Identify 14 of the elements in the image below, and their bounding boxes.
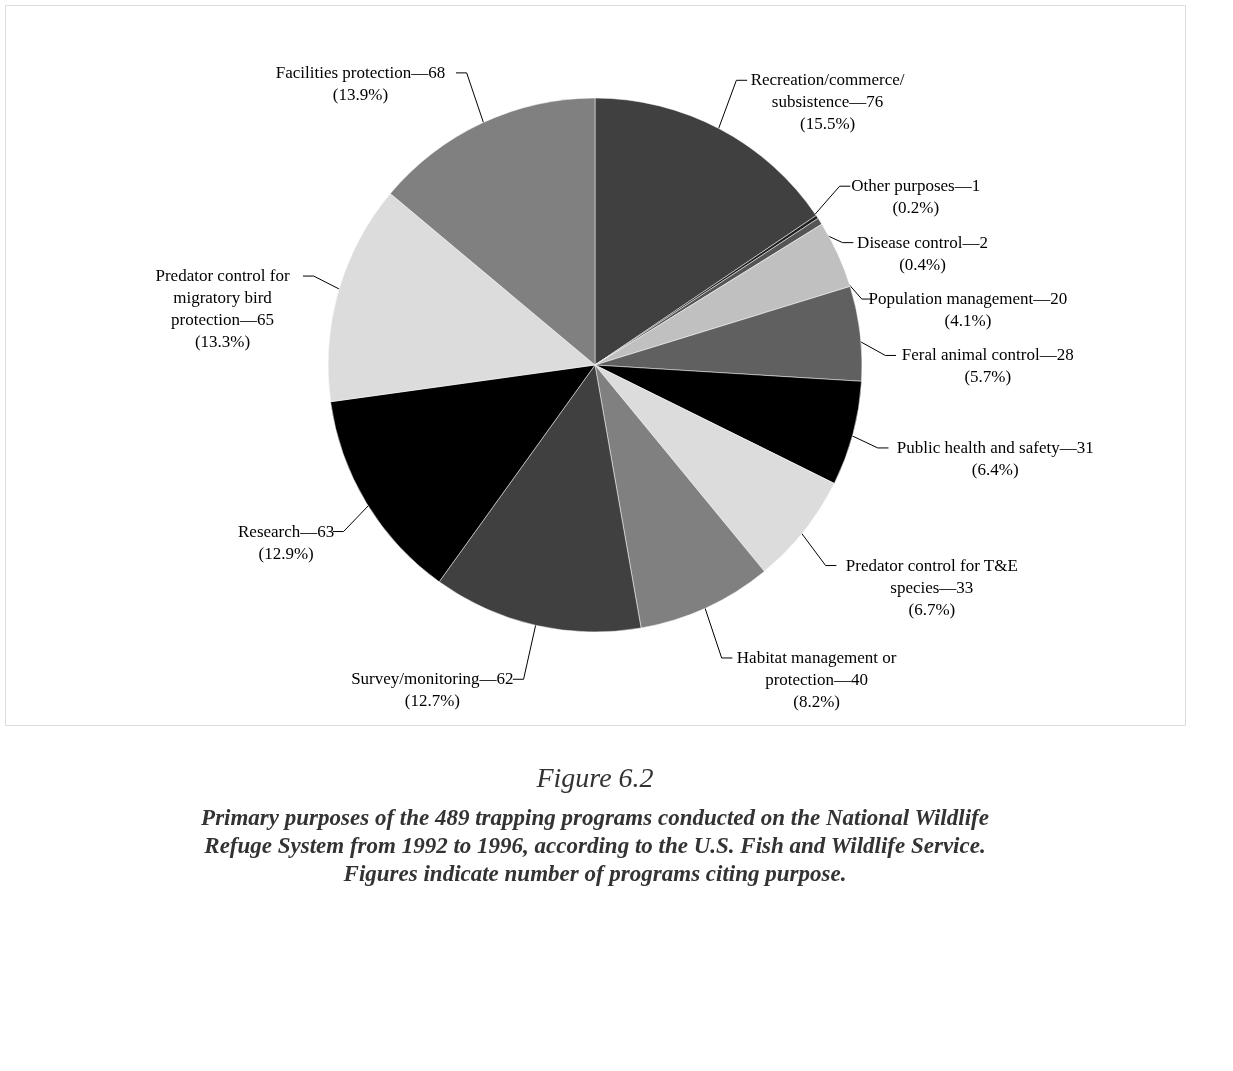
text: Primary purposes of the 489 trapping programs conducted on the National Wildlife Refuge System from 1992 to 1996, according to the U.S. Fish and Wildlife Service. Figures indicate number of programs citing purpose. [200, 805, 989, 886]
slice-label: Research—63 (12.9%) [238, 521, 335, 563]
slice-label: Recreation/commerce/subsistence—76 (15.5%) [750, 70, 905, 134]
slice-label: Other purposes—1 (0.2%) [851, 176, 981, 218]
slice-label: Public health and safety—31 (6.4%) [896, 437, 1094, 479]
slice-label: Feral animal control—28 (5.7%) [901, 345, 1074, 387]
slice-label: Predator control for T&E species—33 (6.7%) [845, 555, 1018, 619]
slice-label: Habitat management or protection—40 (8.2%) [736, 647, 897, 711]
slice-label: Survey/monitoring—62 (12.7%) [351, 669, 514, 711]
slice-label: Predator control for migratory bird protection—65 (13.3%) [155, 266, 290, 352]
slice-label: Disease control—2 (0.4%) [857, 232, 988, 274]
slice-label: Facilities protection—68 (13.9%) [275, 62, 446, 104]
text: Figure 6.2 [535, 762, 654, 793]
slice-label: Population management—20 (4.1%) [868, 289, 1068, 331]
